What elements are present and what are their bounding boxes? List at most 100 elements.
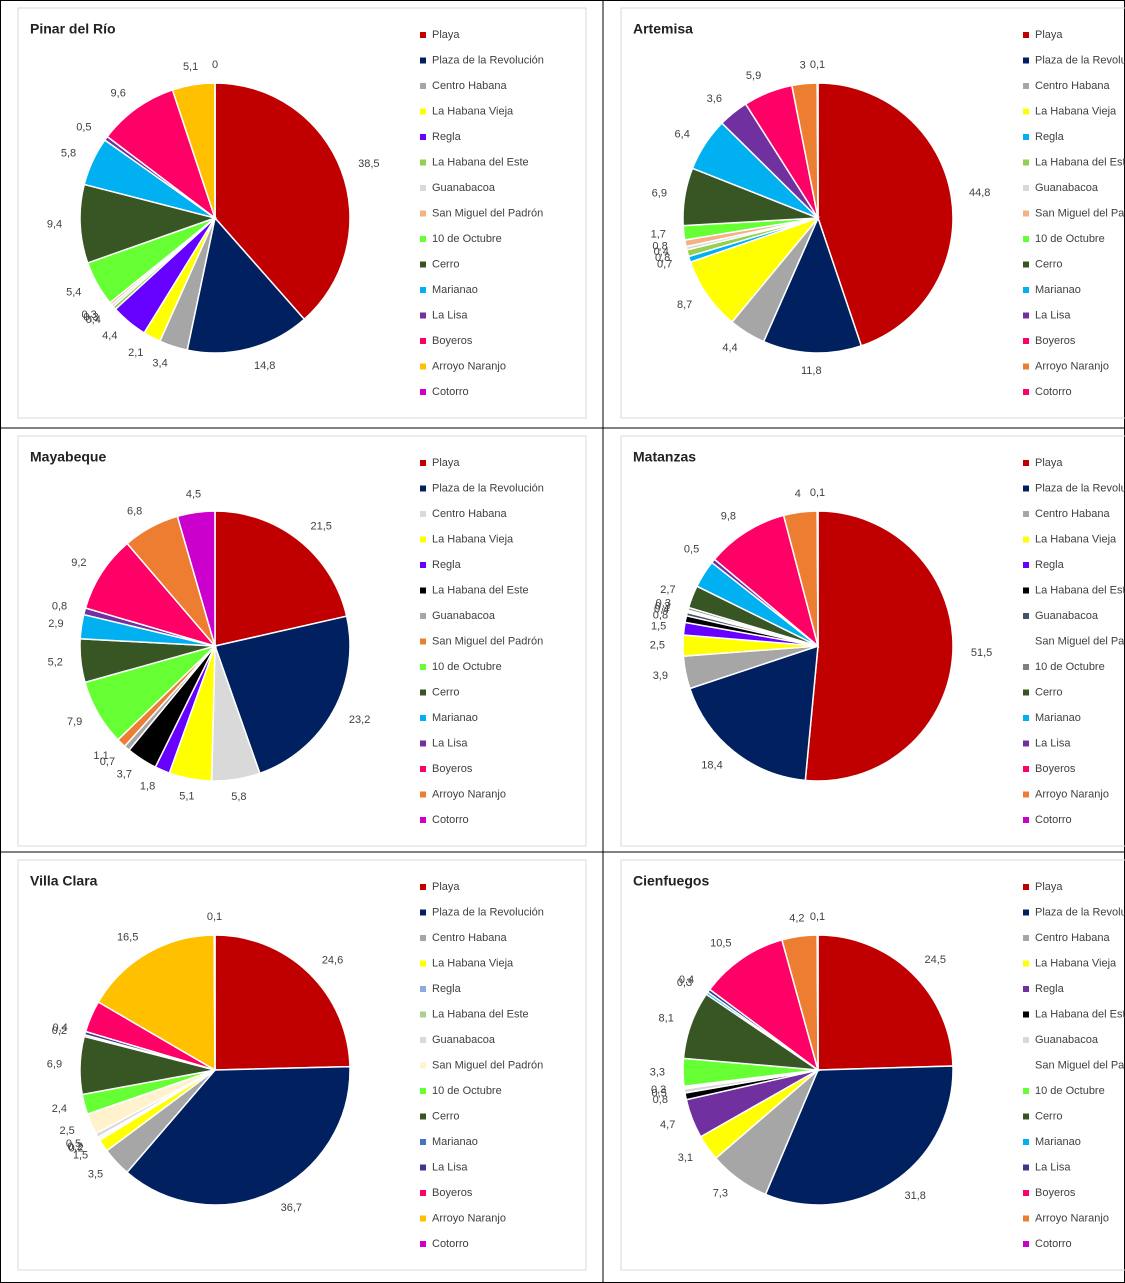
data-label: 0,3 [655, 600, 670, 612]
legend-label: 10 de Octubre [432, 233, 502, 245]
legend-label: Cerro [1035, 686, 1063, 698]
data-label: 3,9 [653, 670, 668, 682]
legend-swatch [1023, 261, 1029, 268]
data-label: 5,2 [48, 657, 63, 669]
legend-label: La Habana Vieja [432, 957, 514, 969]
data-label: 3 [800, 60, 806, 72]
data-label: 4,4 [102, 330, 117, 342]
plot-frame [620, 859, 1125, 1271]
legend-label: Marianao [432, 284, 478, 296]
legend-swatch [1023, 1011, 1029, 1018]
data-label: 0 [212, 59, 218, 71]
legend-label: Arroyo Naranjo [432, 788, 506, 800]
legend-swatch [1023, 134, 1029, 140]
legend-label: San Miguel del Padrón [1035, 1059, 1125, 1071]
legend-swatch [1023, 1113, 1029, 1120]
data-label: 6,9 [652, 187, 667, 199]
data-label: 0,3 [651, 1084, 666, 1096]
legend-swatch [420, 287, 426, 293]
data-label: 3,7 [117, 768, 132, 780]
data-label: 2,7 [660, 584, 675, 596]
plot-frame [17, 859, 587, 1271]
data-label: 5,1 [183, 61, 198, 73]
legend-label: Cerro [1035, 258, 1063, 270]
legend-label: Centro Habana [432, 932, 507, 944]
legend-swatch [420, 363, 426, 370]
pie-slice [97, 934, 216, 1072]
data-label: 0,5 [66, 1138, 81, 1150]
data-label: 0,1 [810, 911, 825, 923]
legend-swatch [1023, 817, 1029, 823]
legend-label: Guanabacoa [432, 610, 496, 622]
legend-label: La Habana del Este [432, 584, 529, 596]
legend-label: La Lisa [1035, 309, 1071, 321]
legend-label: Boyeros [432, 763, 473, 775]
data-label: 2,5 [650, 639, 665, 651]
legend-label: Marianao [432, 1136, 478, 1148]
legend-swatch [420, 32, 426, 38]
legend-swatch [1023, 935, 1029, 941]
legend-label: Cerro [432, 686, 460, 698]
data-label: 5,9 [746, 70, 761, 82]
legend-swatch [420, 338, 426, 344]
legend-label: La Habana Vieja [432, 105, 514, 117]
legend-label: Regla [432, 559, 462, 571]
legend-swatch [1023, 740, 1029, 747]
legend-label: Guanabacoa [1035, 610, 1099, 622]
legend-label: Cerro [432, 258, 460, 270]
legend-swatch [1023, 338, 1029, 344]
data-label: 1,7 [651, 229, 666, 241]
legend-swatch [1023, 210, 1029, 217]
data-label: 0,4 [53, 1022, 68, 1034]
legend-swatch [1023, 884, 1029, 890]
data-label: 0,2 [52, 1025, 67, 1037]
data-label: 3,5 [88, 1168, 103, 1180]
legend-label: La Lisa [1035, 737, 1071, 749]
legend-swatch [420, 236, 426, 242]
data-label: 24,5 [925, 954, 946, 966]
data-label: 5,8 [231, 791, 246, 803]
legend-swatch [420, 1037, 426, 1043]
data-label: 4,2 [789, 912, 804, 924]
legend-swatch [420, 935, 426, 941]
legend-swatch [420, 83, 426, 89]
pie-slice [762, 215, 863, 354]
legend-label: Playa [1035, 881, 1063, 893]
legend-swatch [420, 57, 426, 64]
legend-swatch [420, 613, 426, 619]
pie-slice [817, 934, 954, 1071]
data-label: 0,5 [652, 1088, 667, 1100]
data-label: 0,5 [76, 122, 91, 134]
legend-label: Centro Habana [1035, 932, 1110, 944]
legend-label: La Lisa [432, 1161, 468, 1173]
legend-swatch [420, 261, 426, 268]
data-label: 36,7 [281, 1202, 302, 1214]
legend-swatch [420, 766, 426, 772]
data-label: 6,9 [47, 1059, 62, 1071]
legend-swatch [1023, 960, 1029, 967]
legend-swatch [1023, 511, 1029, 517]
pie-slice [214, 934, 351, 1071]
data-label: 0,3 [82, 309, 97, 321]
data-label: 1,1 [93, 750, 108, 762]
data-label: 5,8 [61, 148, 76, 160]
data-label: 0,4 [86, 314, 101, 326]
legend-label: Regla [432, 131, 462, 143]
data-label: 6,8 [127, 505, 142, 517]
legend-label: La Habana del Este [1035, 1008, 1125, 1020]
legend-swatch [1023, 536, 1029, 543]
legend-swatch [420, 1088, 426, 1094]
legend-label: San Miguel del Padrón [1035, 635, 1125, 647]
legend-swatch [1023, 909, 1029, 916]
data-label: 0,3 [677, 977, 692, 989]
legend-label: Guanabacoa [432, 182, 496, 194]
legend-label: San Miguel del Padrón [432, 207, 543, 219]
legend-swatch [420, 389, 426, 395]
pie-slice [214, 510, 348, 647]
legend-swatch [1023, 638, 1029, 645]
pie-slice [213, 934, 216, 1071]
legend-swatch [1023, 715, 1029, 721]
data-label: 10,5 [710, 938, 731, 950]
data-label: 9,2 [71, 557, 86, 569]
legend-label: Boyeros [1035, 1187, 1076, 1199]
